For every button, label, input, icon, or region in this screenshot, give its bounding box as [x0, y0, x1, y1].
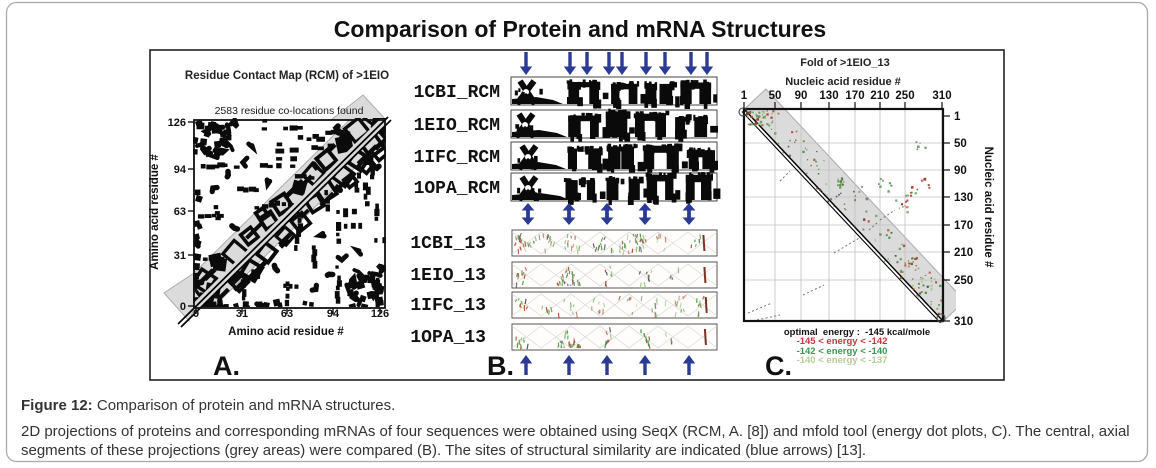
- svg-text:Amino acid residue #: Amino acid residue #: [149, 154, 161, 270]
- svg-text:-142 < energy < -140: -142 < energy < -140: [797, 346, 888, 357]
- svg-text:31: 31: [236, 308, 248, 320]
- svg-text:50: 50: [954, 138, 967, 150]
- svg-text:1EIO_RCM: 1EIO_RCM: [414, 116, 500, 136]
- svg-text:Comparison of Protein and mRNA: Comparison of Protein and mRNA Structure…: [334, 16, 826, 42]
- svg-text:310: 310: [932, 90, 951, 102]
- svg-text:94: 94: [327, 308, 340, 320]
- svg-text:-140 < energy < -137: -140 < energy < -137: [797, 355, 888, 366]
- svg-text:Nucleic acid residue #: Nucleic acid residue #: [785, 76, 901, 88]
- svg-text:126: 126: [371, 308, 389, 320]
- svg-text:C.: C.: [765, 351, 792, 381]
- svg-text:250: 250: [895, 90, 914, 102]
- svg-text:1IFC_RCM: 1IFC_RCM: [414, 148, 500, 168]
- svg-text:1OPA_RCM: 1OPA_RCM: [414, 179, 500, 199]
- svg-text:Figure 12: Comparison of prote: Figure 12: Comparison of protein and mRN…: [21, 397, 395, 414]
- svg-text:310: 310: [954, 316, 973, 328]
- svg-text:1: 1: [741, 90, 748, 102]
- svg-text:130: 130: [819, 90, 838, 102]
- svg-text:1IFC_13: 1IFC_13: [410, 296, 486, 316]
- svg-text:2D projections of proteins and: 2D projections of proteins and correspon…: [21, 423, 1130, 440]
- svg-text:170: 170: [954, 220, 973, 232]
- svg-text:126: 126: [168, 117, 186, 129]
- svg-text:segments of these projections: segments of these projections (grey area…: [21, 442, 866, 459]
- svg-text:Amino acid residue #: Amino acid residue #: [228, 326, 344, 338]
- svg-text:Residue Contact Map (RCM) of >: Residue Contact Map (RCM) of >1EIO: [185, 70, 389, 82]
- svg-text:0: 0: [193, 308, 199, 320]
- svg-text:1EIO_13: 1EIO_13: [410, 266, 486, 286]
- svg-text:1: 1: [954, 111, 961, 123]
- svg-text:1OPA_13: 1OPA_13: [410, 328, 486, 348]
- svg-text:63: 63: [281, 308, 293, 320]
- svg-text:B.: B.: [487, 351, 514, 381]
- svg-text:210: 210: [954, 247, 973, 259]
- svg-text:Nucleic acid residue #: Nucleic acid residue #: [982, 147, 994, 268]
- svg-text:170: 170: [845, 90, 864, 102]
- svg-text:1CBI_13: 1CBI_13: [410, 234, 486, 254]
- svg-text:63: 63: [174, 206, 186, 218]
- svg-text:90: 90: [954, 165, 967, 177]
- svg-text:A.: A.: [213, 351, 240, 381]
- svg-text:94: 94: [174, 164, 187, 176]
- svg-text:210: 210: [870, 90, 889, 102]
- svg-text:2583 residue co-locations foun: 2583 residue co-locations found: [215, 105, 364, 117]
- svg-text:0: 0: [180, 301, 186, 313]
- svg-text:-145 < energy < -142: -145 < energy < -142: [797, 336, 888, 347]
- svg-text:90: 90: [795, 90, 808, 102]
- svg-text:250: 250: [954, 275, 973, 287]
- svg-text:31: 31: [174, 250, 186, 262]
- svg-text:1CBI_RCM: 1CBI_RCM: [414, 83, 500, 103]
- svg-text:130: 130: [954, 192, 973, 204]
- svg-text:optimal energy : -145 kcal/m: optimal energy : -145 kcal/mole: [784, 327, 930, 338]
- svg-text:Fold of >1EIO_13: Fold of >1EIO_13: [800, 57, 890, 69]
- svg-text:50: 50: [769, 90, 782, 102]
